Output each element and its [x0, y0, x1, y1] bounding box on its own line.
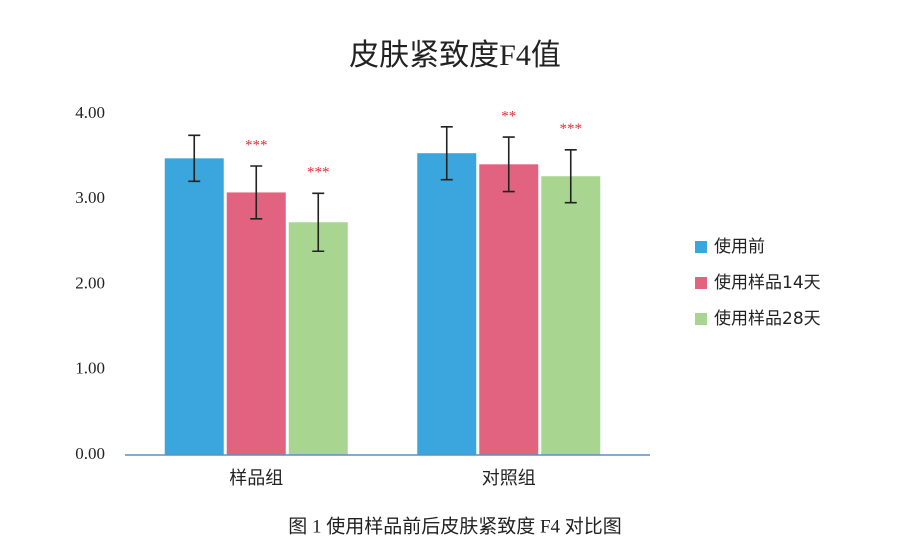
y-tick-label: 4.00 [75, 103, 105, 122]
error-bar [250, 165, 263, 220]
legend-label: 使用样品14天 [714, 272, 821, 293]
bar [226, 192, 286, 455]
error-bar [188, 134, 201, 183]
x-tick-label: 样品组 [229, 468, 283, 488]
y-tick-label: 3.00 [75, 188, 105, 207]
significance-label: *** [307, 165, 330, 181]
legend-label: 使用前 [714, 236, 765, 257]
bar [417, 153, 477, 455]
error-bar [564, 149, 577, 204]
bar [479, 164, 539, 456]
x-tick-label: 对照组 [482, 468, 536, 488]
legend-swatch [695, 241, 707, 253]
y-tick-label: 1.00 [75, 359, 105, 378]
bar [288, 222, 348, 455]
significance-label: *** [560, 121, 583, 137]
y-tick-label: 0.00 [75, 444, 105, 463]
significance-label: *** [245, 137, 268, 153]
chart-title: 皮肤紧致度F4值 [349, 39, 561, 72]
y-tick-label: 2.00 [75, 273, 105, 292]
caption: 图 1 使用样品前后皮肤紧致度 F4 对比图 [288, 515, 622, 537]
legend-swatch [695, 277, 707, 289]
error-bar [312, 192, 325, 253]
bar [541, 176, 601, 456]
bar [164, 158, 224, 455]
legend-swatch [695, 313, 707, 325]
error-bar [502, 136, 515, 193]
legend-label: 使用样品28天 [714, 308, 821, 329]
error-bar [440, 125, 453, 181]
significance-label: ** [501, 108, 516, 124]
